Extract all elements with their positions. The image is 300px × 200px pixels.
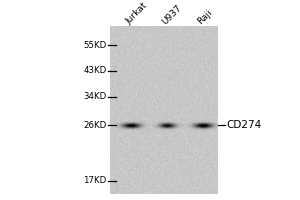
Text: Raji: Raji (196, 8, 214, 26)
Text: 55KD: 55KD (83, 41, 107, 50)
Text: 34KD: 34KD (83, 92, 107, 101)
Text: 43KD: 43KD (83, 66, 107, 75)
Text: CD274: CD274 (226, 120, 261, 130)
Text: U937: U937 (160, 3, 183, 26)
Text: 26KD: 26KD (83, 121, 107, 130)
Text: 17KD: 17KD (83, 176, 107, 185)
Text: Jurkat: Jurkat (124, 1, 149, 26)
